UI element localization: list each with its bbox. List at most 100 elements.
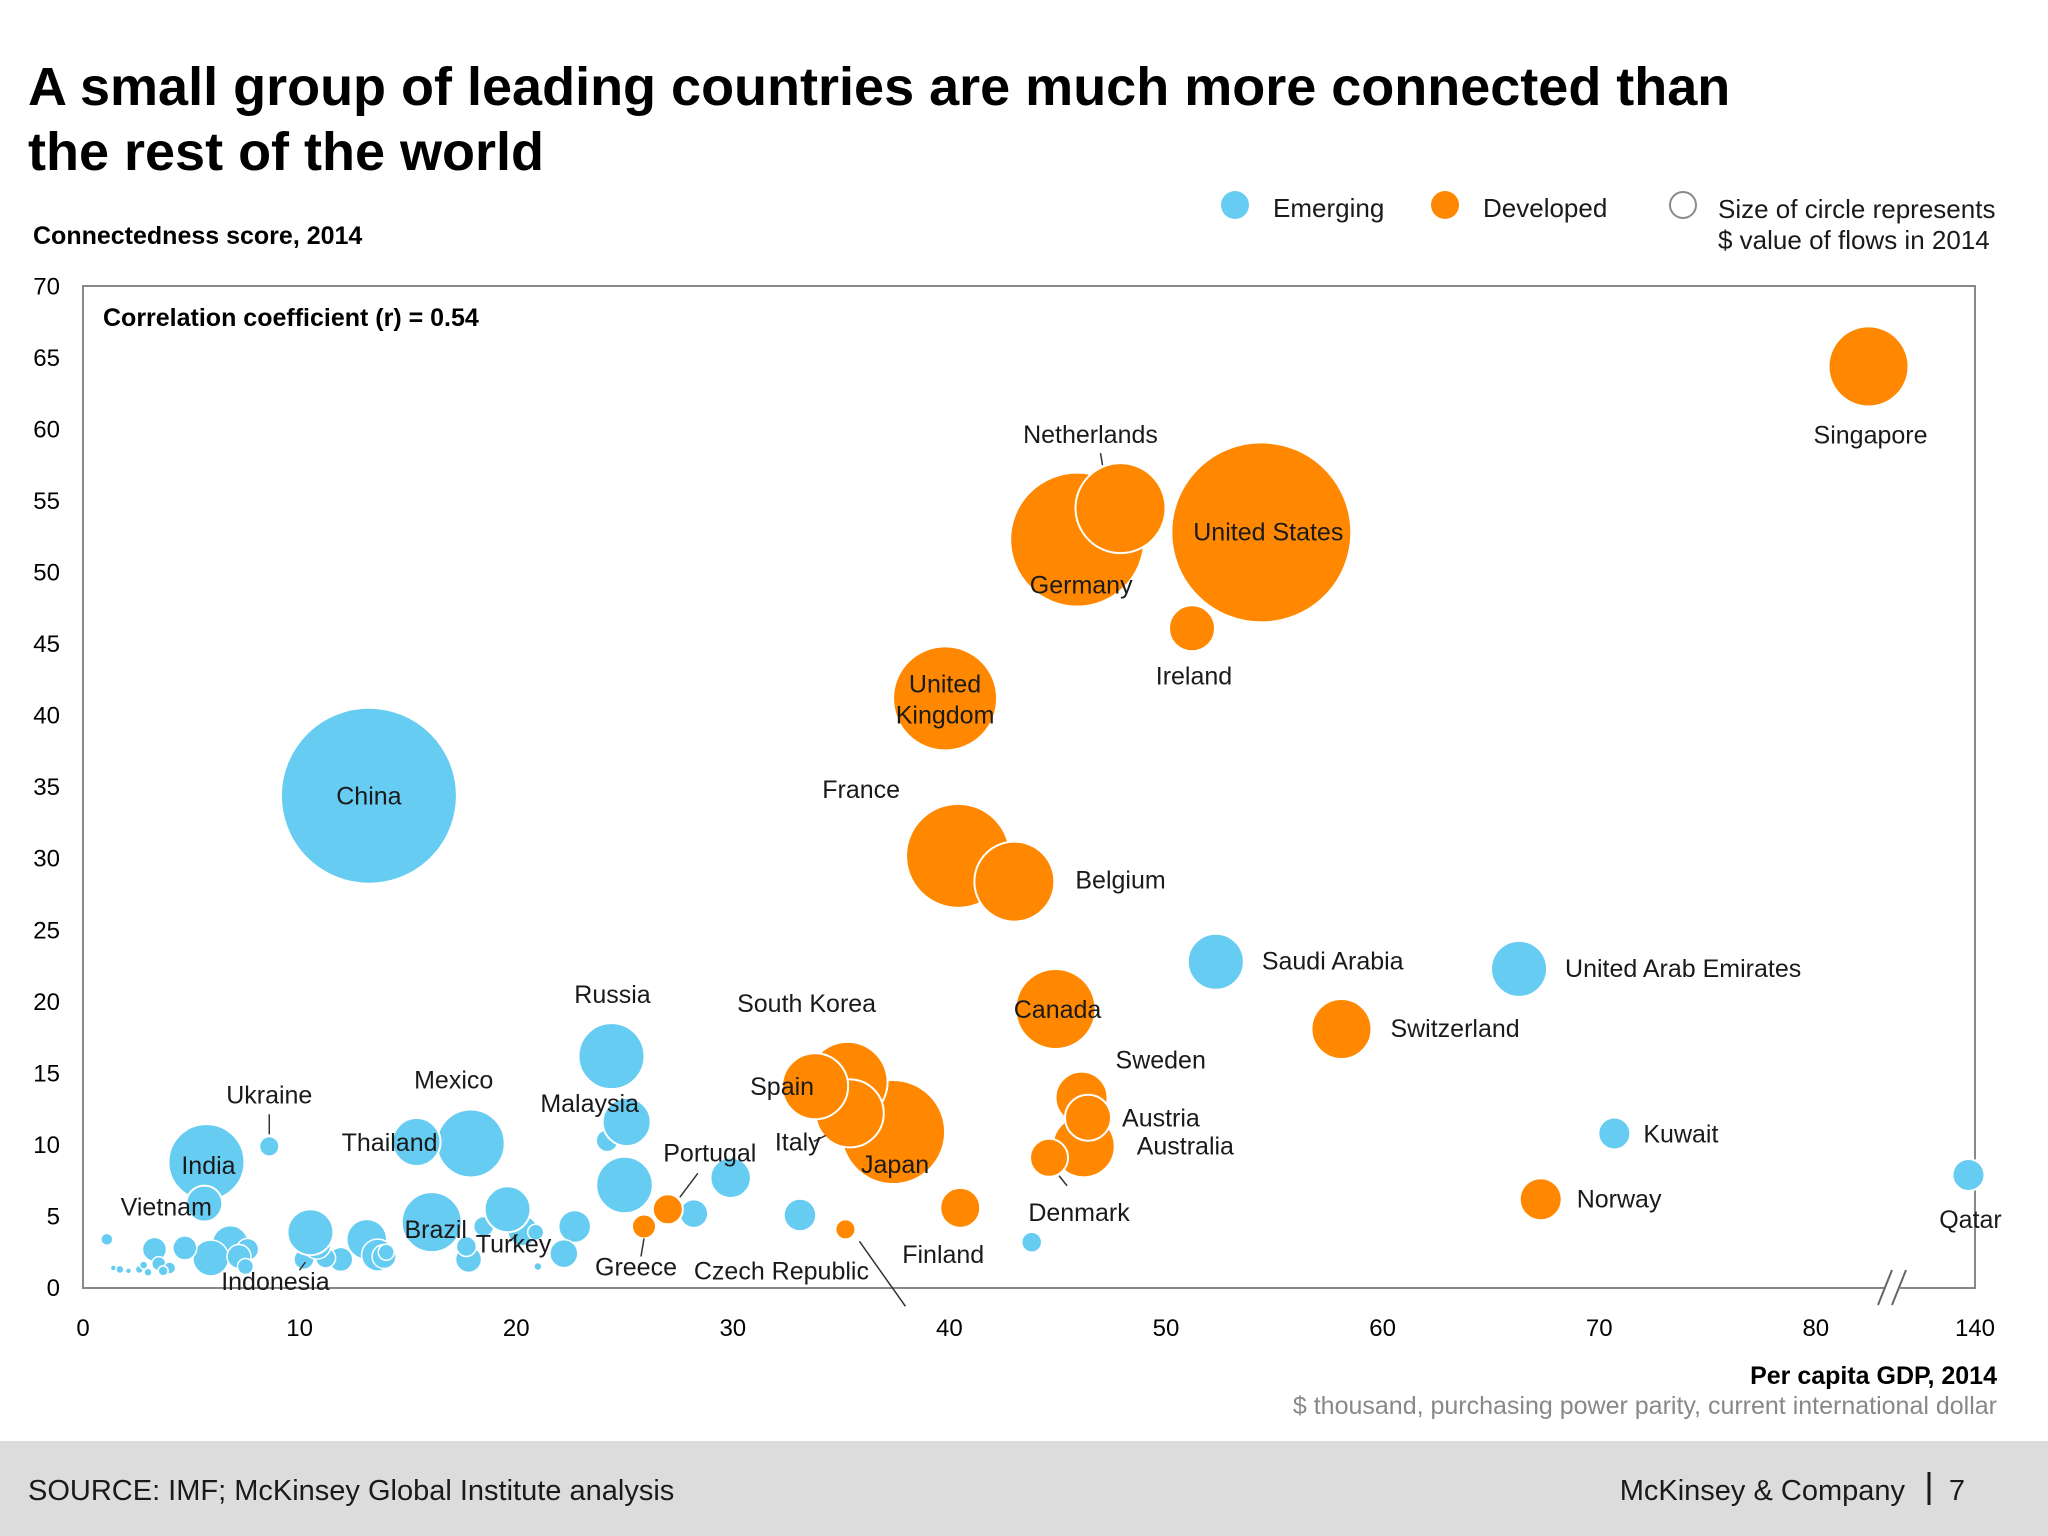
bubble-singapore bbox=[1827, 325, 1910, 408]
bubble-portugal bbox=[651, 1193, 684, 1226]
bubble-emerging-34 bbox=[138, 1260, 149, 1270]
y-axis-title: Connectedness score, 2014 bbox=[33, 222, 362, 250]
label-switzerland: Switzerland bbox=[1390, 1015, 1519, 1043]
label-china: China bbox=[336, 783, 401, 811]
y-tick-label: 50 bbox=[33, 560, 60, 587]
bubble-emerging-7 bbox=[549, 1238, 579, 1269]
label-united-arab-emirates: United Arab Emirates bbox=[1565, 955, 1801, 983]
label-greece: Greece bbox=[595, 1253, 677, 1281]
bubble-norway bbox=[1518, 1177, 1563, 1222]
label-italy: Italy bbox=[775, 1128, 821, 1156]
legend-emerging-swatch bbox=[1221, 191, 1249, 219]
bubble-finland bbox=[939, 1186, 982, 1229]
label-belgium: Belgium bbox=[1075, 867, 1165, 895]
bubble-turkey bbox=[483, 1185, 532, 1234]
bubble-united-kingdom bbox=[892, 645, 999, 752]
bubble-china bbox=[279, 706, 458, 885]
bubble-emerging-38 bbox=[533, 1261, 543, 1272]
label-portugal: Portugal bbox=[663, 1139, 756, 1167]
label-singapore: Singapore bbox=[1814, 421, 1928, 449]
bubble-kuwait bbox=[1597, 1116, 1632, 1151]
bubble-ireland bbox=[1167, 604, 1216, 653]
x-tick-label: 0 bbox=[76, 1315, 89, 1342]
y-tick-label: 20 bbox=[33, 989, 60, 1016]
label-ireland: Ireland bbox=[1156, 662, 1232, 690]
label-australia: Australia bbox=[1137, 1132, 1234, 1160]
correlation-annotation: Correlation coefficient (r) = 0.54 bbox=[103, 304, 479, 332]
y-tick-label: 35 bbox=[33, 774, 60, 801]
bubble-netherlands bbox=[1074, 462, 1167, 555]
footer-page-number: 7 bbox=[1949, 1475, 1965, 1507]
legend-size-note-line2: $ value of flows in 2014 bbox=[1718, 225, 1990, 255]
label-denmark: Denmark bbox=[1028, 1199, 1130, 1227]
label-sweden: Sweden bbox=[1116, 1047, 1206, 1075]
x-tick-label: 80 bbox=[1802, 1315, 1829, 1342]
x-tick-label: 140 bbox=[1955, 1315, 1995, 1342]
leader-czech-republic bbox=[858, 1240, 907, 1307]
bubble-greece bbox=[630, 1213, 657, 1240]
bubble-belgium bbox=[973, 840, 1056, 923]
bubble-qatar bbox=[1951, 1157, 1986, 1192]
x-axis-subtitle: $ thousand, purchasing power parity, cur… bbox=[1293, 1392, 1997, 1420]
bubble-brazil bbox=[400, 1191, 463, 1254]
bubble-saudi-arabia bbox=[1186, 932, 1245, 991]
bubble-malaysia bbox=[601, 1097, 652, 1148]
footer-source: SOURCE: IMF; McKinsey Global Institute a… bbox=[28, 1475, 674, 1507]
bubble-united-states bbox=[1170, 441, 1353, 624]
bubble-canada bbox=[1014, 967, 1097, 1050]
x-tick-label: 50 bbox=[1153, 1315, 1180, 1342]
page-title-line1: A small group of leading countries are m… bbox=[28, 57, 1730, 117]
y-axis-ticks: 0 5 10 15 20 25 30 35 40 45 50 55 60 65 70 bbox=[33, 273, 60, 1302]
label-vietnam: Vietnam bbox=[121, 1194, 212, 1222]
footer-bar bbox=[0, 1441, 2048, 1536]
x-tick-label: 30 bbox=[719, 1315, 746, 1342]
legend-developed-swatch bbox=[1431, 191, 1459, 219]
label-austria: Austria bbox=[1122, 1105, 1200, 1133]
y-tick-label: 45 bbox=[33, 631, 60, 658]
label-japan: Japan bbox=[861, 1151, 929, 1179]
x-tick-label: 40 bbox=[936, 1315, 963, 1342]
leader-denmark bbox=[1058, 1175, 1068, 1187]
label-russia: Russia bbox=[574, 981, 651, 1009]
leader-turkey bbox=[509, 1233, 519, 1242]
leader-indonesia bbox=[298, 1261, 307, 1271]
bubble-vietnam bbox=[185, 1184, 224, 1223]
bubble-ukraine bbox=[258, 1135, 281, 1158]
leader-greece bbox=[640, 1238, 645, 1257]
label-saudi-arabia: Saudi Arabia bbox=[1262, 948, 1404, 976]
x-axis-title: Per capita GDP, 2014 bbox=[1750, 1362, 1997, 1390]
label-germany: Germany bbox=[1030, 572, 1133, 600]
y-tick-label: 65 bbox=[33, 345, 60, 372]
label-canada: Canada bbox=[1014, 996, 1102, 1024]
bubble-russia bbox=[577, 1022, 646, 1091]
y-tick-label: 40 bbox=[33, 703, 60, 730]
label-south-korea: South Korea bbox=[737, 990, 876, 1018]
bubble-emerging-25 bbox=[236, 1257, 255, 1276]
y-tick-label: 25 bbox=[33, 917, 60, 944]
bubble-emerging-2 bbox=[679, 1198, 709, 1229]
bubble-emerging-31 bbox=[100, 1232, 114, 1247]
bubble-emerging-6 bbox=[557, 1209, 592, 1244]
bubble-emerging-1 bbox=[783, 1198, 817, 1232]
leader-lines bbox=[268, 452, 1104, 1307]
label-turkey: Turkey bbox=[476, 1230, 552, 1258]
label-spain: Spain bbox=[750, 1073, 814, 1101]
label-czech-republic: Czech Republic bbox=[694, 1257, 869, 1285]
bubble-emerging-3 bbox=[1020, 1231, 1043, 1253]
label-malaysia: Malaysia bbox=[540, 1090, 639, 1118]
legend-size-note-line1: Size of circle represents bbox=[1718, 194, 1995, 224]
bubble-labels: China India Russia Mexico Thailand Malaysia Tu… bbox=[121, 421, 2002, 1296]
page-title-line2: the rest of the world bbox=[28, 122, 544, 182]
y-tick-label: 5 bbox=[47, 1203, 60, 1230]
bubble-czech-republic bbox=[834, 1218, 857, 1241]
label-netherlands: Netherlands bbox=[1023, 421, 1158, 449]
bubble-emerging-36 bbox=[124, 1267, 133, 1275]
bubble-united-arab-emirates bbox=[1490, 939, 1549, 998]
label-kuwait: Kuwait bbox=[1643, 1120, 1718, 1148]
bubble-emerging-5 bbox=[595, 1156, 654, 1214]
bubble-thailand bbox=[391, 1117, 442, 1168]
bubble-emerging-35 bbox=[143, 1267, 153, 1278]
label-indonesia: Indonesia bbox=[221, 1268, 330, 1296]
bubble-spain bbox=[781, 1052, 850, 1121]
